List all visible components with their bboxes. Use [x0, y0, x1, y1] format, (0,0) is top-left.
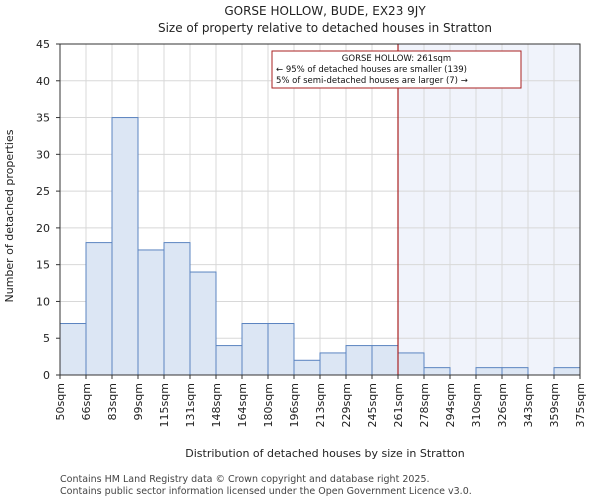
bar: [189, 271, 217, 376]
annotation-smaller: ← 95% of detached houses are smaller (13…: [276, 65, 467, 75]
x-tick-label: 229sqm: [340, 383, 353, 427]
bar: [423, 367, 451, 376]
y-tick-label: 0: [43, 369, 50, 382]
annotation-box: [271, 50, 522, 89]
bar: [293, 359, 321, 376]
bar: [85, 242, 113, 376]
bar: [397, 352, 425, 376]
highlight-region: [398, 44, 580, 375]
x-tick-label: 115sqm: [158, 383, 171, 427]
y-tick-label: 5: [43, 332, 50, 345]
y-tick-label: 40: [36, 75, 50, 88]
bar: [475, 367, 503, 376]
y-axis-label: Number of detached properties: [3, 129, 16, 302]
x-tick-label: 213sqm: [314, 383, 327, 427]
x-tick-label: 310sqm: [470, 383, 483, 427]
bar: [59, 323, 87, 376]
y-tick-label: 45: [36, 38, 50, 51]
x-tick-label: 245sqm: [366, 383, 379, 427]
x-tick-label: 359sqm: [548, 383, 561, 427]
bar: [215, 345, 243, 376]
plot-area: 0 5 10 15 20 25 30 35 40 45 50sqm 66sqm 83sqm 99sqm 11…: [36, 38, 587, 427]
bar: [267, 323, 295, 376]
bar: [371, 345, 399, 376]
bar: [111, 117, 139, 376]
bar: [501, 367, 529, 376]
x-tick-label: 180sqm: [262, 383, 275, 427]
footer-line-2: Contains public sector information licen…: [60, 486, 472, 497]
y-tick-label: 20: [36, 222, 50, 235]
chart-subtitle: Size of property relative to detached ho…: [158, 21, 492, 35]
x-axis-label: Distribution of detached houses by size …: [185, 447, 464, 460]
x-tick-label: 375sqm: [574, 383, 587, 427]
x-tick-label: 326sqm: [496, 383, 509, 427]
bar: [553, 367, 581, 376]
y-tick-label: 30: [36, 148, 50, 161]
x-tick-label: 148sqm: [210, 383, 223, 427]
x-tick-label: 131sqm: [184, 383, 197, 427]
y-tick-label: 15: [36, 259, 50, 272]
bar: [319, 352, 347, 376]
bar: [163, 242, 191, 376]
y-tick-label: 35: [36, 112, 50, 125]
x-tick-label: 164sqm: [236, 383, 249, 427]
x-tick-label: 99sqm: [132, 383, 145, 420]
chart-title: GORSE HOLLOW, BUDE, EX23 9JY: [224, 4, 426, 18]
y-tick-label: 10: [36, 295, 50, 308]
footer-line-1: Contains HM Land Registry data © Crown c…: [60, 474, 430, 485]
y-tick-label: 25: [36, 185, 50, 198]
x-tick-label: 343sqm: [522, 383, 535, 427]
bar: [137, 249, 165, 376]
bar: [241, 323, 269, 376]
bar: [345, 345, 373, 376]
x-tick-label: 83sqm: [106, 383, 119, 420]
x-tick-label: 278sqm: [418, 383, 431, 427]
x-tick-label: 196sqm: [288, 383, 301, 427]
x-tick-label: 50sqm: [54, 383, 67, 420]
annotation-title: GORSE HOLLOW: 261sqm: [342, 54, 451, 64]
annotation-larger: 5% of semi-detached houses are larger (7…: [276, 76, 468, 86]
x-tick-label: 66sqm: [80, 383, 93, 420]
x-tick-label: 261sqm: [392, 383, 405, 427]
x-tick-label: 294sqm: [444, 383, 457, 427]
